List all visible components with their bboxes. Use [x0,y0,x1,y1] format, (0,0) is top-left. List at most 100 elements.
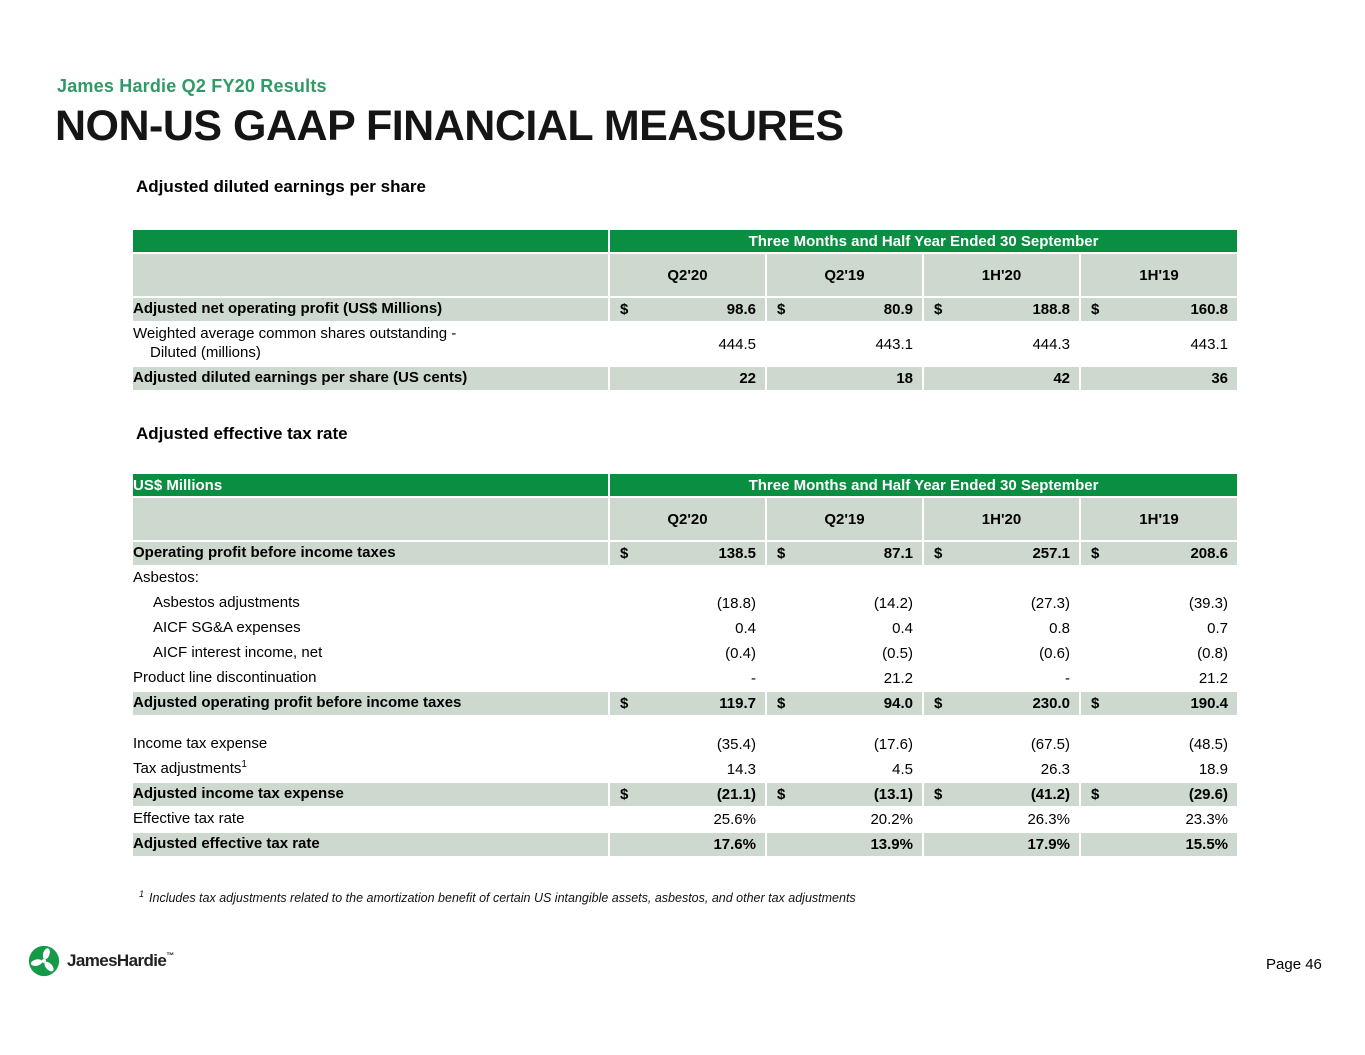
cell-value: $94.0 [765,690,924,717]
table-row: Adjusted diluted earnings per share (US … [131,365,1240,392]
page-title: NON-US GAAP FINANCIAL MEASURES [55,102,844,150]
cell-value: (18.8) [608,590,767,617]
cell-value: (39.3) [1078,590,1240,617]
cell-value: $138.5 [608,540,767,567]
tax-colhead-q220: Q2'20 [608,496,767,542]
cell-value: (27.3) [922,590,1081,617]
eps-colhead-q220: Q2'20 [608,252,767,298]
cell-value: 444.5 [608,321,767,367]
cell-value: 42 [922,365,1081,392]
row-label: Adjusted income tax expense [131,781,610,808]
table-row: Asbestos adjustments (18.8) (14.2) (27.3… [131,590,1240,617]
row-label: Adjusted effective tax rate [131,831,610,858]
tax-table: US$ Millions Three Months and Half Year … [131,472,1240,858]
row-label: Effective tax rate [131,806,610,833]
tax-section-heading: Adjusted effective tax rate [136,424,348,443]
cell-value: $230.0 [922,690,1081,717]
footnote-text: Includes tax adjustments related to the … [149,891,856,906]
row-label: Operating profit before income taxes [131,540,610,567]
table-row: Weighted average common shares outstandi… [131,321,1240,367]
footnote-superscript: 1 [139,889,145,899]
cell-value: 444.3 [922,321,1081,367]
cell-value: 21.2 [1078,665,1240,692]
row-label: Weighted average common shares outstandi… [131,321,610,367]
table-row: Effective tax rate 25.6% 20.2% 26.3% 23.… [131,806,1240,833]
table-row: Product line discontinuation - 21.2 - 21… [131,665,1240,692]
table-row: Adjusted net operating profit (US$ Milli… [131,296,1240,323]
tax-colhead-q219: Q2'19 [765,496,924,542]
cell-value: (67.5) [922,731,1081,758]
cell-value: $119.7 [608,690,767,717]
cell-value: 26.3 [922,756,1081,783]
cell-value: $160.8 [1078,296,1240,323]
row-label: Tax adjustments1 [131,756,610,783]
page-number: Page 46 [1266,956,1322,973]
eps-colhead-1h19: 1H'19 [1078,252,1240,298]
footnote-marker: 1 [241,759,247,771]
cell-value: 21.2 [765,665,924,692]
cell-value: 0.4 [608,615,767,642]
cell-value: 22 [608,365,767,392]
footnote: 1 Includes tax adjustments related to the… [139,889,1039,905]
tax-colhead-spacer [131,496,610,542]
table-row: Asbestos: [131,565,1240,592]
eps-table: Three Months and Half Year Ended 30 Sept… [131,228,1240,392]
row-label: Product line discontinuation [131,665,610,692]
cell-value: 15.5% [1078,831,1240,858]
cell-value: 14.3 [608,756,767,783]
tax-colhead-1h19: 1H'19 [1078,496,1240,542]
table-row: AICF interest income, net (0.4) (0.5) (0… [131,640,1240,667]
tax-colhead-1h20: 1H'20 [922,496,1081,542]
currency-symbol: $ [620,545,629,562]
table-row: Tax adjustments1 14.3 4.5 26.3 18.9 [131,756,1240,783]
currency-symbol: $ [934,301,943,318]
cell-value: (0.5) [765,640,924,667]
currency-symbol: $ [1091,786,1100,803]
row-label: Asbestos adjustments [131,590,610,617]
tax-column-header-row: Q2'20 Q2'19 1H'20 1H'19 [131,496,1240,542]
row-label: Adjusted diluted earnings per share (US … [131,365,610,392]
cell-value: $257.1 [922,540,1081,567]
cell-value: 13.9% [765,831,924,858]
currency-symbol: $ [620,301,629,318]
james-hardie-logo-icon [28,945,60,977]
currency-symbol: $ [620,786,629,803]
eps-banner-row: Three Months and Half Year Ended 30 Sept… [131,228,1240,254]
cell-value: 18 [765,365,924,392]
table-row: AICF SG&A expenses 0.4 0.4 0.8 0.7 [131,615,1240,642]
cell-value: (17.6) [765,731,924,758]
cell-value: 26.3% [922,806,1081,833]
cell-value: (35.4) [608,731,767,758]
eps-banner-title: Three Months and Half Year Ended 30 Sept… [607,228,1240,254]
tax-banner-row: US$ Millions Three Months and Half Year … [131,472,1240,498]
cell-value: - [922,665,1081,692]
currency-symbol: $ [934,786,943,803]
row-label: Adjusted operating profit before income … [131,690,610,717]
currency-symbol: $ [777,301,786,318]
cell-value: 36 [1078,365,1240,392]
cell-value: 4.5 [765,756,924,783]
row-label: Income tax expense [131,731,610,758]
cell-value: 25.6% [608,806,767,833]
cell-value: 17.6% [608,831,767,858]
cell-value: (0.4) [608,640,767,667]
cell-value: (0.8) [1078,640,1240,667]
cell-value: 20.2% [765,806,924,833]
eps-column-header-row: Q2'20 Q2'19 1H'20 1H'19 [131,252,1240,298]
cell-value: $ (41.2) [922,781,1081,808]
currency-symbol: $ [777,786,786,803]
cell-value: $ (29.6) [1078,781,1240,808]
cell-value: $87.1 [765,540,924,567]
row-label: AICF SG&A expenses [131,615,610,642]
eps-colhead-q219: Q2'19 [765,252,924,298]
table-row: Adjusted effective tax rate 17.6% 13.9% … [131,831,1240,858]
table-row: Adjusted operating profit before income … [131,690,1240,717]
cell-value: $188.8 [922,296,1081,323]
currency-symbol: $ [777,695,786,712]
tax-banner-units-label: US$ Millions [131,472,610,498]
cell-value: 443.1 [1078,321,1240,367]
eps-colhead-1h20: 1H'20 [922,252,1081,298]
cell-value: 23.3% [1078,806,1240,833]
cell-value: 18.9 [1078,756,1240,783]
cell-value: $ (13.1) [765,781,924,808]
